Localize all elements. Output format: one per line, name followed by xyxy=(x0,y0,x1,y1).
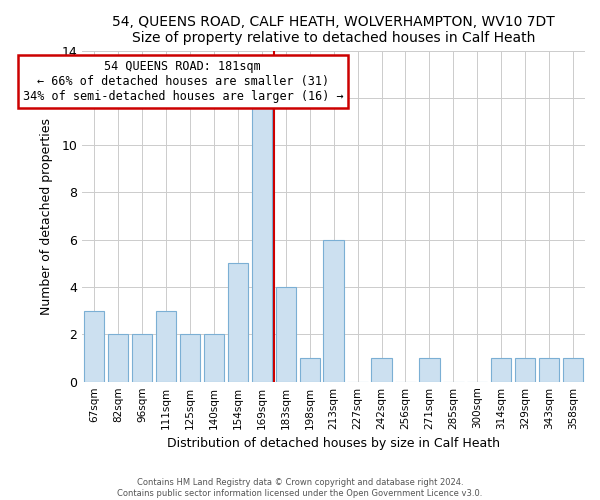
Bar xyxy=(251,98,272,382)
Bar xyxy=(419,358,440,382)
Bar xyxy=(371,358,392,382)
X-axis label: Distribution of detached houses by size in Calf Heath: Distribution of detached houses by size … xyxy=(167,437,500,450)
Bar xyxy=(275,287,296,382)
Bar xyxy=(323,240,344,382)
Bar xyxy=(515,358,535,382)
Bar xyxy=(563,358,583,382)
Bar xyxy=(156,310,176,382)
Title: 54, QUEENS ROAD, CALF HEATH, WOLVERHAMPTON, WV10 7DT
Size of property relative t: 54, QUEENS ROAD, CALF HEATH, WOLVERHAMPT… xyxy=(112,15,555,45)
Bar xyxy=(491,358,511,382)
Bar xyxy=(132,334,152,382)
Text: 54 QUEENS ROAD: 181sqm
← 66% of detached houses are smaller (31)
34% of semi-det: 54 QUEENS ROAD: 181sqm ← 66% of detached… xyxy=(23,60,343,103)
Bar xyxy=(204,334,224,382)
Bar xyxy=(180,334,200,382)
Text: Contains HM Land Registry data © Crown copyright and database right 2024.
Contai: Contains HM Land Registry data © Crown c… xyxy=(118,478,482,498)
Bar xyxy=(539,358,559,382)
Bar xyxy=(299,358,320,382)
Bar xyxy=(108,334,128,382)
Bar xyxy=(84,310,104,382)
Bar xyxy=(228,264,248,382)
Y-axis label: Number of detached properties: Number of detached properties xyxy=(40,118,53,314)
